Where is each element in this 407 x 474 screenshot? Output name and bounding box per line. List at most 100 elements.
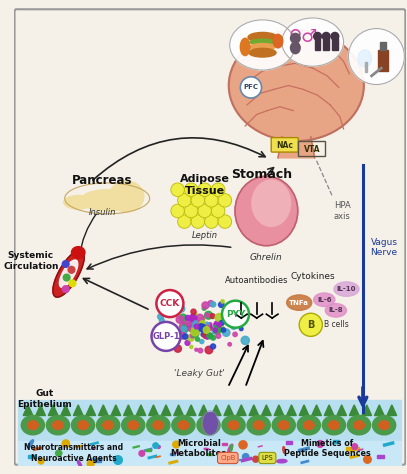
Ellipse shape — [229, 30, 364, 141]
Ellipse shape — [147, 416, 170, 435]
Polygon shape — [61, 405, 70, 416]
Circle shape — [202, 302, 209, 309]
Ellipse shape — [278, 421, 289, 429]
Circle shape — [171, 204, 184, 218]
Circle shape — [221, 328, 225, 332]
Circle shape — [201, 325, 204, 329]
Circle shape — [211, 204, 225, 218]
Ellipse shape — [72, 416, 94, 435]
Circle shape — [68, 266, 75, 273]
Circle shape — [201, 326, 205, 329]
Circle shape — [221, 314, 228, 321]
Circle shape — [190, 322, 197, 329]
Polygon shape — [111, 405, 121, 416]
Circle shape — [199, 321, 202, 325]
Polygon shape — [337, 405, 346, 416]
Text: Insulin: Insulin — [89, 209, 116, 218]
Circle shape — [185, 340, 190, 346]
Ellipse shape — [197, 416, 220, 435]
Circle shape — [210, 344, 216, 349]
Circle shape — [203, 325, 210, 333]
Circle shape — [181, 326, 186, 331]
Ellipse shape — [282, 18, 344, 66]
Circle shape — [241, 336, 249, 345]
Circle shape — [187, 322, 195, 330]
Circle shape — [212, 328, 217, 334]
Ellipse shape — [283, 447, 285, 453]
Bar — [379, 50, 388, 71]
Text: IL-10: IL-10 — [337, 286, 356, 292]
Circle shape — [198, 323, 206, 330]
Circle shape — [206, 324, 212, 330]
Circle shape — [203, 327, 210, 333]
Ellipse shape — [248, 32, 277, 42]
Bar — [221, 443, 227, 445]
Circle shape — [203, 327, 210, 333]
Circle shape — [198, 204, 211, 218]
Ellipse shape — [348, 416, 371, 435]
Circle shape — [239, 441, 247, 449]
Circle shape — [114, 456, 123, 465]
Circle shape — [203, 325, 206, 328]
Circle shape — [201, 327, 206, 331]
Ellipse shape — [325, 303, 346, 317]
Circle shape — [228, 343, 232, 346]
Circle shape — [195, 348, 198, 351]
Ellipse shape — [247, 416, 270, 435]
Circle shape — [177, 215, 191, 228]
Circle shape — [201, 332, 206, 337]
Circle shape — [204, 325, 207, 328]
Circle shape — [211, 183, 225, 196]
Polygon shape — [23, 405, 33, 416]
Circle shape — [213, 328, 217, 332]
Polygon shape — [312, 405, 322, 416]
Bar — [380, 42, 386, 50]
Circle shape — [179, 314, 187, 322]
Circle shape — [217, 322, 221, 327]
Circle shape — [87, 460, 94, 467]
Ellipse shape — [122, 416, 145, 435]
Circle shape — [171, 325, 176, 329]
Ellipse shape — [358, 50, 372, 67]
Polygon shape — [124, 405, 133, 416]
Bar — [18, 441, 401, 465]
Circle shape — [176, 337, 180, 341]
Text: GLP-1: GLP-1 — [152, 332, 180, 341]
Circle shape — [240, 77, 262, 98]
Text: 'Leaky Gut': 'Leaky Gut' — [175, 369, 225, 378]
Circle shape — [189, 314, 197, 322]
Circle shape — [314, 32, 322, 40]
Ellipse shape — [204, 413, 217, 434]
Ellipse shape — [204, 448, 209, 450]
Circle shape — [239, 327, 243, 331]
Ellipse shape — [273, 34, 283, 48]
Circle shape — [62, 261, 69, 267]
Circle shape — [194, 324, 199, 329]
Circle shape — [158, 314, 163, 319]
Circle shape — [192, 318, 200, 326]
Circle shape — [196, 337, 199, 341]
Polygon shape — [262, 405, 271, 416]
Circle shape — [156, 290, 184, 317]
Polygon shape — [199, 405, 208, 416]
Text: Systemic
Circulation: Systemic Circulation — [3, 251, 59, 271]
Polygon shape — [149, 405, 158, 416]
Text: ClpB: ClpB — [220, 455, 235, 461]
Circle shape — [173, 329, 182, 338]
Bar — [93, 458, 101, 462]
Circle shape — [185, 319, 192, 326]
Circle shape — [62, 286, 69, 292]
Circle shape — [198, 348, 203, 353]
Circle shape — [208, 334, 213, 338]
Bar — [58, 452, 61, 453]
Circle shape — [157, 446, 160, 448]
Circle shape — [214, 328, 220, 334]
Circle shape — [179, 332, 186, 339]
Circle shape — [200, 339, 204, 344]
Circle shape — [171, 183, 184, 196]
Circle shape — [196, 320, 201, 326]
Bar — [332, 38, 338, 50]
Circle shape — [317, 440, 324, 447]
Circle shape — [217, 325, 224, 333]
Ellipse shape — [96, 416, 120, 435]
